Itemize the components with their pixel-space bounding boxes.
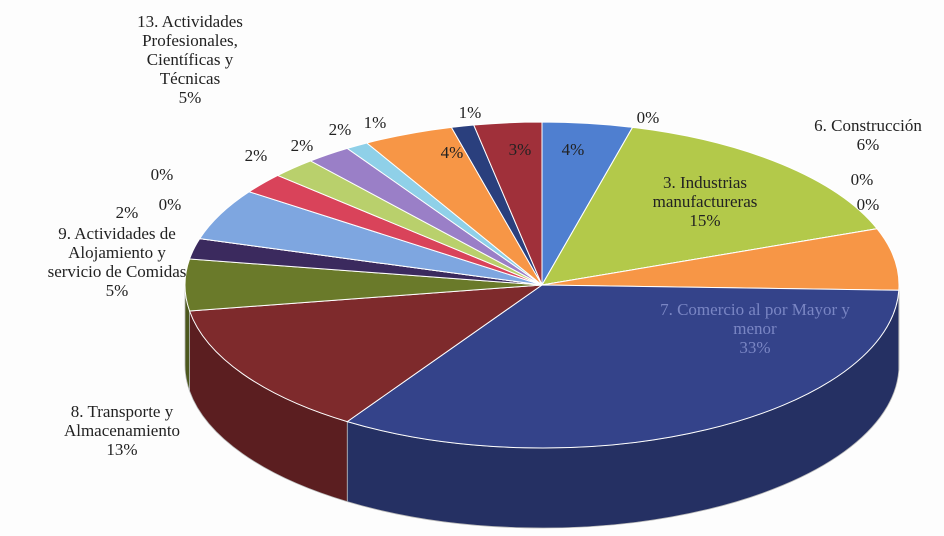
slice-label: 2% (236, 146, 276, 165)
category-name: 9. Actividades de Alojamiento y servicio… (47, 224, 187, 281)
slice-label: 8. Transporte y Almacenamiento 13% (17, 402, 227, 459)
value-label: 0% (850, 170, 874, 189)
slice-label: 3. Industrias manufactureras 15% (625, 173, 785, 230)
value-label: 15% (689, 211, 721, 230)
slice-label: 0% (150, 195, 190, 214)
slice-label: 4% (553, 140, 593, 159)
slice-label: 2% (107, 203, 147, 222)
slice-label: 13. Actividades Profesionales, Científic… (115, 12, 265, 107)
value-label: 3% (508, 140, 532, 159)
category-name: 8. Transporte y Almacenamiento (63, 402, 181, 440)
value-label: 4% (440, 143, 464, 162)
value-label: 0% (636, 108, 660, 127)
slice-label: 0% (842, 170, 882, 189)
slice-label: 2% (282, 136, 322, 155)
category-name: 3. Industrias manufactureras (652, 173, 758, 211)
slice (541, 126, 878, 286)
slice-label: 0% (848, 195, 888, 214)
slice-label: 1% (450, 103, 490, 122)
value-label: 2% (244, 146, 268, 165)
slice-label: 4% (432, 143, 472, 162)
slice-label: 0% (628, 108, 668, 127)
value-label: 2% (115, 203, 139, 222)
slice-label: 9. Actividades de Alojamiento y servicio… (47, 224, 187, 300)
value-label: 0% (158, 195, 182, 214)
slice-label: 7. Comercio al por Mayor y menor 33% (655, 300, 855, 357)
value-label: 1% (458, 103, 482, 122)
value-label: 5% (178, 88, 202, 107)
slice (473, 121, 543, 286)
slice (541, 228, 900, 291)
category-name: 13. Actividades Profesionales, Científic… (137, 12, 243, 88)
value-label: 1% (363, 113, 387, 132)
slice (346, 284, 900, 449)
value-label: 4% (561, 140, 585, 159)
slice-label: 1% (355, 113, 395, 132)
slice-label: 2% (320, 120, 360, 139)
slice (188, 284, 544, 423)
value-label: 6% (856, 135, 880, 154)
slice-label: 6. Construcción 6% (788, 116, 944, 154)
value-label: 33% (739, 338, 771, 357)
value-label: 2% (290, 136, 314, 155)
value-label: 2% (328, 120, 352, 139)
value-label: 5% (105, 281, 129, 300)
value-label: 0% (150, 165, 174, 184)
slice-label: 3% (500, 140, 540, 159)
value-label: 13% (106, 440, 138, 459)
category-name: 7. Comercio al por Mayor y menor (660, 300, 850, 338)
slice-label: 0% (142, 165, 182, 184)
value-label: 0% (856, 195, 880, 214)
category-name: 6. Construcción (814, 116, 922, 135)
